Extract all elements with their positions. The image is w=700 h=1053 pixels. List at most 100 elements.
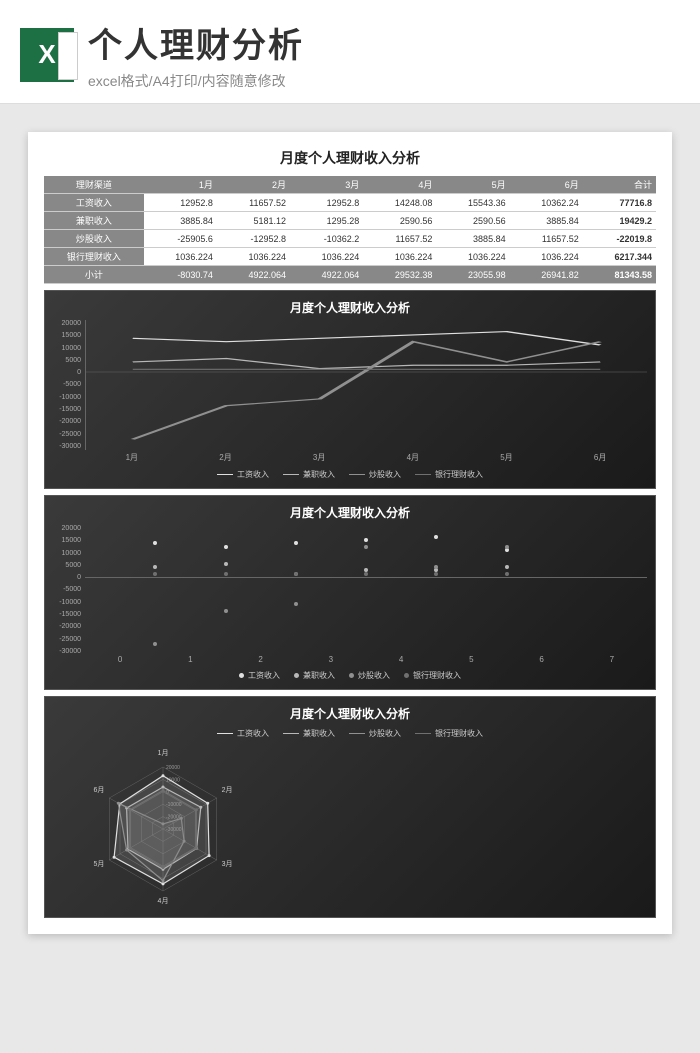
chart-legend: 工资收入兼职收入炒股收入银行理财收入 [53,670,647,681]
chart-title: 月度个人理财收入分析 [53,705,647,722]
cell: 1036.224 [290,248,363,266]
scatter-point [505,565,509,569]
cell: 12952.8 [144,194,217,212]
excel-icon: X [20,28,74,82]
legend-item: 炒股收入 [349,728,401,739]
scatter-point [224,545,228,549]
cell: 1036.224 [144,248,217,266]
row-label: 小计 [44,266,144,284]
row-label: 工资收入 [44,194,144,212]
cell: 11657.52 [217,194,290,212]
y-axis: 20000150001000050000-5000-10000-15000-20… [53,525,85,655]
cell: 5181.12 [217,212,290,230]
scatter-point [294,541,298,545]
cell: 23055.98 [436,266,509,284]
page-header: X 个人理财分析 excel格式/A4打印/内容随意修改 [0,0,700,104]
cell: 14248.08 [363,194,436,212]
table-row: 银行理财收入1036.2241036.2241036.2241036.22410… [44,248,656,266]
row-label: 银行理财收入 [44,248,144,266]
total-header: 合计 [583,176,656,194]
row-total: 77716.8 [583,194,656,212]
scatter-point [434,565,438,569]
row-total: -22019.8 [583,230,656,248]
scatter-point [153,642,157,646]
scatter-chart: 月度个人理财收入分析 20000150001000050000-5000-100… [44,495,656,690]
scatter-point [364,538,368,542]
legend-item: 工资收入 [239,670,280,681]
cell: 11657.52 [363,230,436,248]
legend-item: 银行理财收入 [404,670,461,681]
legend-item: 银行理财收入 [415,469,483,480]
legend-item: 兼职收入 [283,469,335,480]
svg-text:20000: 20000 [166,765,180,771]
cell: 1036.224 [510,248,583,266]
cell: 15543.36 [436,194,509,212]
svg-text:1月: 1月 [158,749,169,757]
page-title: 个人理财分析 [88,18,680,67]
month-header: 3月 [290,176,363,194]
chart-legend: 工资收入 兼职收入 炒股收入 银行理财收入 [53,469,647,480]
legend-item: 兼职收入 [294,670,335,681]
cell: -10362.2 [290,230,363,248]
cell: 1036.224 [436,248,509,266]
cell: -12952.8 [217,230,290,248]
svg-text:3月: 3月 [222,860,233,868]
cell: 1295.28 [290,212,363,230]
excel-icon-letter: X [38,39,55,70]
row-total: 81343.58 [583,266,656,284]
scatter-plot-area [85,525,647,655]
cell: 29532.38 [363,266,436,284]
month-header: 4月 [363,176,436,194]
scatter-point [294,572,298,576]
row-total: 19429.2 [583,212,656,230]
doc-title: 月度个人理财收入分析 [44,148,656,168]
x-axis: 1月2月3月4月5月6月 [85,452,647,463]
row-label: 炒股收入 [44,230,144,248]
line-plot-area [85,320,647,450]
legend-item: 兼职收入 [283,728,335,739]
page-subtitle: excel格式/A4打印/内容随意修改 [88,71,680,91]
line-chart: 月度个人理财收入分析 20000150001000050000-5000-100… [44,290,656,489]
legend-item: 工资收入 [217,728,269,739]
cell: 4922.064 [217,266,290,284]
x-axis: 01234567 [85,655,647,664]
month-header: 5月 [436,176,509,194]
subtotal-row: 小计-8030.744922.0644922.06429532.3823055.… [44,266,656,284]
scatter-point [434,535,438,539]
table-row: 兼职收入3885.845181.121295.282590.562590.563… [44,212,656,230]
scatter-point [294,602,298,606]
scatter-point [505,572,509,576]
cell: 3885.84 [436,230,509,248]
cell: 11657.52 [510,230,583,248]
month-header: 1月 [144,176,217,194]
y-axis: 20000150001000050000-5000-10000-15000-20… [53,320,85,450]
cell: 10362.24 [510,194,583,212]
cell: 2590.56 [363,212,436,230]
table-row: 工资收入12952.811657.5212952.814248.0815543.… [44,194,656,212]
cell: 3885.84 [144,212,217,230]
radar-chart: 月度个人理财收入分析 工资收入兼职收入炒股收入银行理财收入 1月2月3月4月5月… [44,696,656,918]
cell: 26941.82 [510,266,583,284]
scatter-point [224,562,228,566]
scatter-point [224,572,228,576]
scatter-point [153,572,157,576]
scatter-point [153,565,157,569]
scatter-point [364,545,368,549]
legend-item: 炒股收入 [349,469,401,480]
cell: -25905.6 [144,230,217,248]
cell: 4922.064 [290,266,363,284]
document-page: 月度个人理财收入分析 理财渠道1月2月3月4月5月6月合计 工资收入12952.… [28,132,672,934]
row-total: 6217.344 [583,248,656,266]
cell: 1036.224 [363,248,436,266]
table-row: 炒股收入-25905.6-12952.8-10362.211657.523885… [44,230,656,248]
legend-item: 工资收入 [217,469,269,480]
header-text: 个人理财分析 excel格式/A4打印/内容随意修改 [88,18,680,91]
scatter-point [505,545,509,549]
chart-title: 月度个人理财收入分析 [53,299,647,316]
month-header: 6月 [510,176,583,194]
cell: 12952.8 [290,194,363,212]
cell: 1036.224 [217,248,290,266]
scatter-point [434,572,438,576]
svg-text:2月: 2月 [222,786,233,794]
radar-plot-area: 1月2月3月4月5月6月20000100000-10000-20000-3000… [53,739,273,909]
